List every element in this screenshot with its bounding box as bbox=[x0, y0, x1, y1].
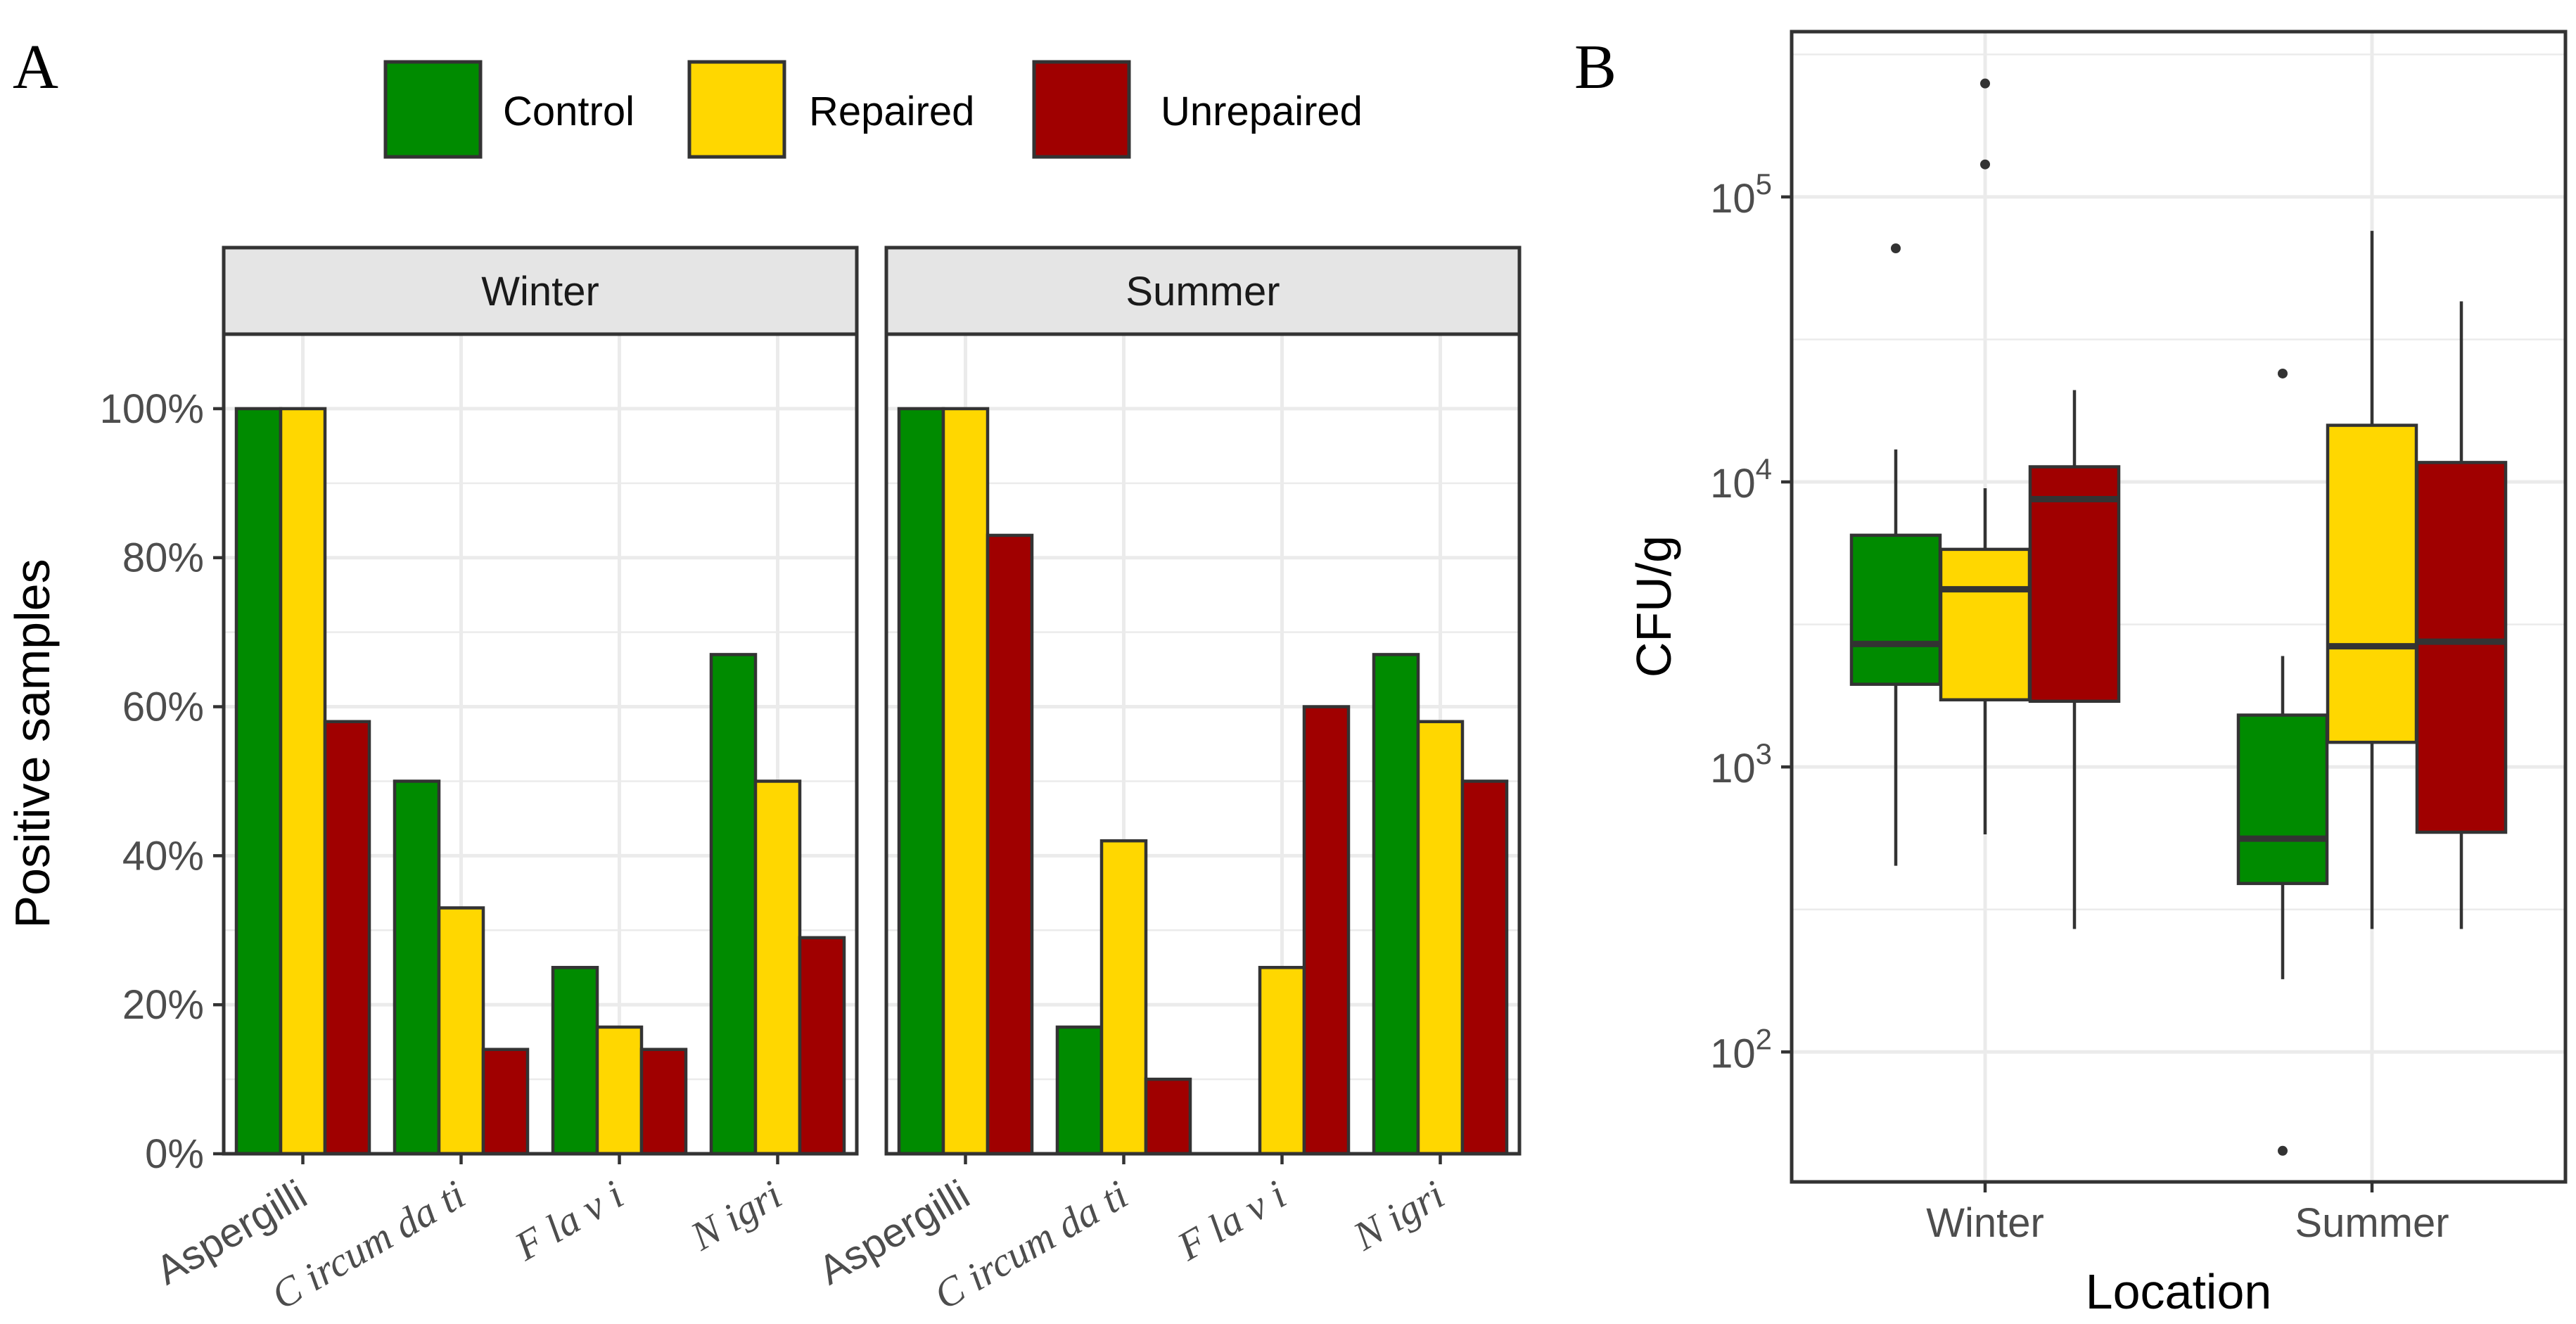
panel-label-a: A bbox=[13, 32, 58, 102]
outlier-winter-control bbox=[1891, 243, 1901, 253]
outlier-summer-control bbox=[2278, 368, 2288, 378]
y-tick-label-a: 20% bbox=[122, 982, 204, 1028]
box-winter-repaired bbox=[1939, 547, 2032, 701]
y-tick-label-a: 40% bbox=[122, 833, 204, 879]
outlier-summer-control bbox=[2278, 1145, 2288, 1156]
facet-strip-winter bbox=[222, 246, 859, 336]
legend-label-control: Control bbox=[503, 89, 635, 134]
y-tick-base: 10 bbox=[1710, 461, 1756, 507]
box-winter-control bbox=[1849, 533, 1942, 686]
bar-winter-flavi-repaired bbox=[595, 1025, 644, 1156]
legend-key-unrepaired bbox=[1032, 60, 1131, 159]
bar-winter-circumdati-control bbox=[393, 779, 441, 1156]
facet-strip-label-summer: Summer bbox=[1126, 269, 1280, 314]
bar-summer-circumdati-control bbox=[1055, 1025, 1104, 1156]
bar-winter-flavi-unrepaired bbox=[639, 1048, 688, 1156]
x-tick-label-b-summer: Summer bbox=[2295, 1200, 2449, 1246]
y-axis-title-a: Positive samples bbox=[5, 559, 60, 928]
bar-summer-nigri-unrepaired bbox=[1460, 779, 1509, 1156]
y-tick-label-a: 0% bbox=[145, 1131, 204, 1177]
y-tick-label-a: 80% bbox=[122, 535, 204, 581]
legend-key-repaired bbox=[687, 60, 786, 159]
y-tick-label-b: 103 bbox=[1710, 737, 1772, 791]
legend-label-unrepaired: Unrepaired bbox=[1161, 89, 1363, 134]
bar-summer-flavi-unrepaired bbox=[1302, 705, 1351, 1156]
bar-summer-aspergilli-unrepaired bbox=[986, 533, 1034, 1156]
bar-summer-flavi-repaired bbox=[1258, 965, 1306, 1156]
bar-winter-aspergilli-unrepaired bbox=[323, 720, 371, 1156]
bar-winter-nigri-repaired bbox=[753, 779, 802, 1156]
y-tick-base: 10 bbox=[1710, 746, 1756, 791]
legend-key-control bbox=[383, 60, 483, 159]
y-tick-label-a: 60% bbox=[122, 685, 204, 730]
outlier-winter-repaired bbox=[1980, 159, 1990, 170]
y-tick-label-b: 105 bbox=[1710, 167, 1772, 222]
y-tick-base: 10 bbox=[1710, 176, 1756, 222]
box-summer-unrepaired bbox=[2415, 461, 2508, 834]
bar-summer-aspergilli-repaired bbox=[941, 407, 990, 1156]
bar-winter-circumdati-repaired bbox=[437, 906, 485, 1156]
outlier-winter-repaired bbox=[1980, 78, 1990, 89]
y-axis-title-b: CFU/g bbox=[1626, 535, 1681, 677]
y-tick-exponent: 5 bbox=[1756, 167, 1772, 200]
bar-winter-aspergilli-control bbox=[234, 407, 283, 1156]
panel-label-b: B bbox=[1574, 32, 1617, 102]
x-tick-label-summer-flavi: F la v i bbox=[1169, 1171, 1294, 1270]
x-tick-label-winter-nigri: N igri bbox=[682, 1171, 789, 1259]
bar-winter-nigri-control bbox=[709, 653, 758, 1156]
y-tick-label-b: 104 bbox=[1710, 452, 1772, 507]
y-tick-exponent: 4 bbox=[1756, 452, 1772, 485]
y-tick-exponent: 2 bbox=[1756, 1022, 1772, 1055]
bar-summer-aspergilli-control bbox=[897, 407, 945, 1156]
bar-winter-nigri-unrepaired bbox=[798, 936, 846, 1156]
bar-winter-aspergilli-repaired bbox=[279, 407, 327, 1156]
y-tick-exponent: 3 bbox=[1756, 737, 1772, 770]
y-tick-base: 10 bbox=[1710, 1031, 1756, 1076]
legend: Control Repaired Unrepaired bbox=[383, 60, 1363, 159]
bar-summer-nigri-control bbox=[1372, 653, 1420, 1156]
y-tick-label-b: 102 bbox=[1710, 1022, 1772, 1076]
y-tick-label-a: 100% bbox=[100, 386, 204, 432]
bar-summer-circumdati-repaired bbox=[1099, 839, 1148, 1156]
panel-border-b bbox=[1790, 30, 2568, 1184]
facet-strip-label-winter: Winter bbox=[481, 269, 599, 314]
box-summer-repaired bbox=[2326, 424, 2418, 744]
x-tick-label-winter-flavi: F la v i bbox=[506, 1171, 631, 1270]
box-winter-unrepaired bbox=[2028, 465, 2121, 704]
bar-summer-nigri-repaired bbox=[1416, 720, 1465, 1156]
x-tick-label-b-winter: Winter bbox=[1926, 1200, 2044, 1246]
x-axis-title-b: Location bbox=[2086, 1264, 2272, 1319]
x-tick-label-summer-nigri: N igri bbox=[1345, 1171, 1452, 1259]
facet-strip-summer bbox=[884, 246, 1522, 336]
box-summer-control bbox=[2236, 713, 2329, 886]
bar-winter-flavi-control bbox=[551, 965, 599, 1156]
legend-label-repaired: Repaired bbox=[809, 89, 974, 134]
bar-summer-circumdati-unrepaired bbox=[1144, 1077, 1192, 1156]
bar-winter-circumdati-unrepaired bbox=[481, 1048, 530, 1156]
